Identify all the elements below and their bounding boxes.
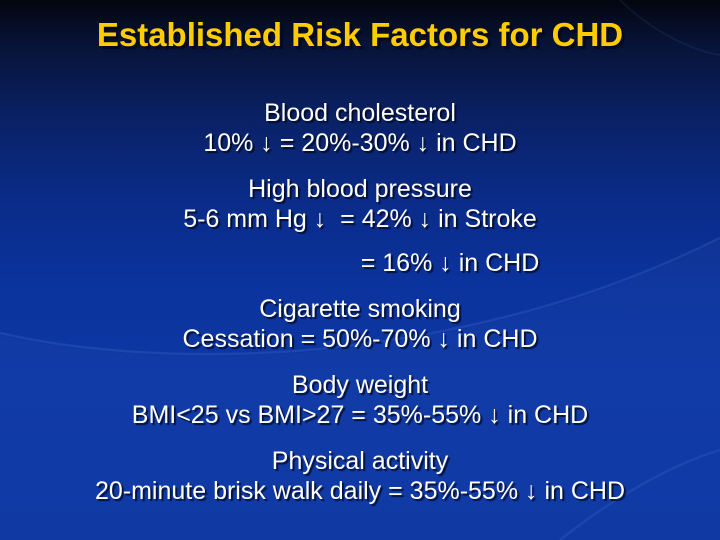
risk-sections: Blood cholesterol 10% ↓ = 20%-30% ↓ in CH… bbox=[0, 98, 720, 522]
section-detail: BMI<25 vs BMI>27 = 35%-55% ↓ in CHD bbox=[131, 401, 589, 429]
section-detail: 10% ↓ = 20%-30% ↓ in CHD bbox=[203, 129, 517, 157]
section-heading: High blood pressure bbox=[248, 175, 472, 203]
risk-section-blood-cholesterol: Blood cholesterol 10% ↓ = 20%-30% ↓ in CH… bbox=[0, 98, 720, 158]
slide-title: Established Risk Factors for CHD bbox=[96, 16, 624, 53]
section-heading: Cigarette smoking bbox=[259, 295, 461, 323]
risk-section-high-blood-pressure: High blood pressure 5-6 mm Hg ↓ = 42% ↓ i… bbox=[0, 174, 720, 278]
risk-section-cigarette-smoking: Cigarette smoking Cessation = 50%-70% ↓ i… bbox=[0, 294, 720, 354]
section-detail: = 16% ↓ in CHD bbox=[360, 249, 540, 277]
risk-section-body-weight: Body weight BMI<25 vs BMI>27 = 35%-55% ↓ … bbox=[0, 370, 720, 430]
section-heading: Blood cholesterol bbox=[264, 99, 456, 127]
risk-section-physical-activity: Physical activity 20-minute brisk walk da… bbox=[0, 446, 720, 506]
section-heading: Physical activity bbox=[271, 447, 449, 475]
section-heading: Body weight bbox=[291, 371, 429, 399]
section-detail: 5-6 mm Hg ↓ = 42% ↓ in Stroke bbox=[183, 205, 537, 233]
section-detail: Cessation = 50%-70% ↓ in CHD bbox=[182, 325, 538, 353]
section-detail: 20-minute brisk walk daily = 35%-55% ↓ i… bbox=[94, 477, 626, 505]
